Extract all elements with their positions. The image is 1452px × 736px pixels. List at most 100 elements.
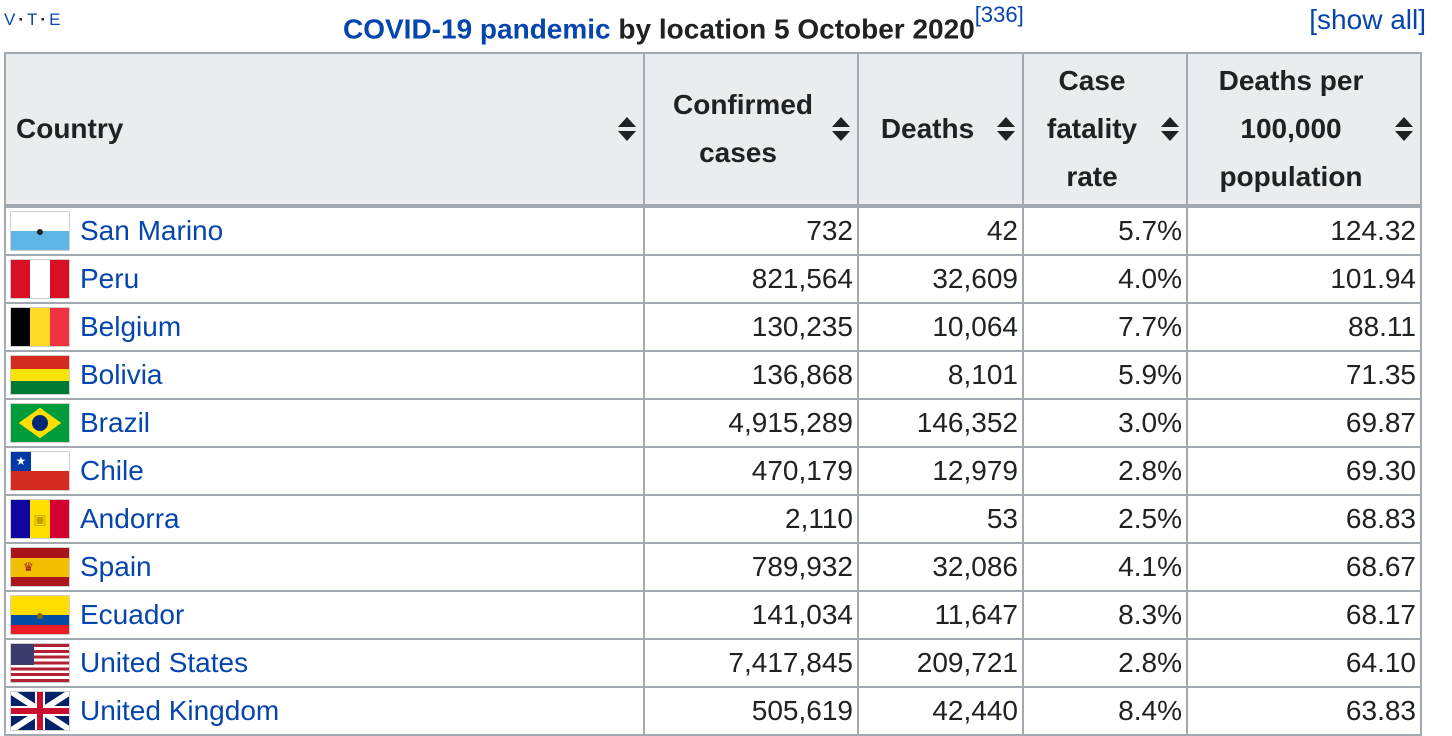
country-cell: Belgium [4,302,645,352]
country-link[interactable]: Bolivia [80,359,163,390]
table-row: United States 7,417,845 209,721 2.8% 64.10 [4,638,1422,688]
country-link[interactable]: Brazil [80,407,151,438]
case-fatality-rate-cell: 5.7% [1022,204,1188,256]
case-fatality-rate-cell: 3.0% [1022,398,1188,448]
deaths-per-100k-cell: 69.30 [1186,446,1422,496]
deaths-cell: 12,979 [857,446,1024,496]
vte-links: V · T · E [4,10,62,29]
deaths-per-100k-cell: 124.32 [1186,204,1422,256]
deaths-cell: 8,101 [857,350,1024,400]
country-cell: Brazil [4,398,645,448]
country-cell: ● San Marino [4,204,645,256]
edit-template-link[interactable]: E [49,10,62,29]
confirmed-cases-cell: 141,034 [643,590,859,640]
case-fatality-rate-cell: 4.0% [1022,254,1188,304]
case-fatality-rate-cell: 2.8% [1022,638,1188,688]
deaths-cell: 42,440 [857,686,1024,736]
brazil-flag-icon[interactable] [10,403,70,443]
country-link[interactable]: United Kingdom [80,695,280,726]
table-row: Peru 821,564 32,609 4.0% 101.94 [4,254,1422,304]
country-cell: ♛ Spain [4,542,645,592]
united-states-flag-icon[interactable] [10,643,70,683]
confirmed-cases-cell: 789,932 [643,542,859,592]
country-link[interactable]: San Marino [80,215,224,246]
deaths-per-100k-cell: 88.11 [1186,302,1422,352]
confirmed-cases-cell: 732 [643,204,859,256]
case-fatality-rate-cell: 7.7% [1022,302,1188,352]
spain-flag-icon[interactable]: ♛ [10,547,70,587]
table-header-row: Country Confirmed cases Deaths Case fata… [4,52,1422,207]
san-marino-flag-icon[interactable]: ● [10,211,70,251]
deaths-cell: 32,609 [857,254,1024,304]
deaths-per-100k-cell: 64.10 [1186,638,1422,688]
deaths-per-100k-cell: 63.83 [1186,686,1422,736]
show-all-toggle[interactable]: [show all] [1309,4,1426,35]
confirmed-cases-cell: 130,235 [643,302,859,352]
country-link[interactable]: Belgium [80,311,182,342]
country-link[interactable]: Spain [80,551,152,582]
table-row: United Kingdom 505,619 42,440 8.4% 63.83 [4,686,1422,736]
table-row: ★ Chile 470,179 12,979 2.8% 69.30 [4,446,1422,496]
country-link[interactable]: Ecuador [80,599,185,630]
navbox-header: V · T · E COVID-19 pandemic by location 5 Oc… [0,0,1452,52]
case-fatality-rate-cell: 8.3% [1022,590,1188,640]
deaths-cell: 146,352 [857,398,1024,448]
country-link[interactable]: United States [80,647,249,678]
case-fatality-rate-cell: 5.9% [1022,350,1188,400]
reference-link[interactable]: [336] [974,2,1024,27]
table-row: ♛ Spain 789,932 32,086 4.1% 68.67 [4,542,1422,592]
bolivia-flag-icon[interactable] [10,355,70,395]
deaths-per-100k-cell: 71.35 [1186,350,1422,400]
confirmed-cases-cell: 2,110 [643,494,859,544]
deaths-cell: 11,647 [857,590,1024,640]
caption-text: by location 5 October 2020 [610,13,975,45]
chile-flag-icon[interactable]: ★ [10,451,70,491]
deaths-cell: 32,086 [857,542,1024,592]
belgium-flag-icon[interactable] [10,307,70,347]
covid-pandemic-link[interactable]: COVID-19 pandemic [343,13,611,45]
country-link[interactable]: Peru [80,263,140,294]
deaths-cell: 10,064 [857,302,1024,352]
deaths-cell: 53 [857,494,1024,544]
country-cell: ★ Chile [4,446,645,496]
column-header-deaths[interactable]: Deaths [857,52,1024,207]
united-kingdom-flag-icon[interactable] [10,691,70,731]
table-row: ● San Marino 732 42 5.7% 124.32 [4,204,1422,256]
covid-table: Country Confirmed cases Deaths Case fata… [4,52,1422,736]
talk-template-link[interactable]: T [27,10,39,29]
column-header-confirmed-cases[interactable]: Confirmed cases [643,52,859,207]
deaths-per-100k-cell: 69.87 [1186,398,1422,448]
country-link[interactable]: Chile [80,455,144,486]
deaths-cell: 209,721 [857,638,1024,688]
confirmed-cases-cell: 7,417,845 [643,638,859,688]
deaths-per-100k-cell: 68.17 [1186,590,1422,640]
case-fatality-rate-cell: 2.5% [1022,494,1188,544]
confirmed-cases-cell: 505,619 [643,686,859,736]
table-row: Belgium 130,235 10,064 7.7% 88.11 [4,302,1422,352]
country-cell: Bolivia [4,350,645,400]
column-header-case-fatality-rate[interactable]: Case fatality rate [1022,52,1188,207]
deaths-per-100k-cell: 68.83 [1186,494,1422,544]
ecuador-flag-icon[interactable]: ● [10,595,70,635]
column-header-deaths-per-100k[interactable]: Deaths per 100,000 population [1186,52,1422,207]
andorra-flag-icon[interactable]: ▣ [10,499,70,539]
confirmed-cases-cell: 4,915,289 [643,398,859,448]
country-cell: Peru [4,254,645,304]
country-link[interactable]: Andorra [80,503,180,534]
deaths-per-100k-cell: 101.94 [1186,254,1422,304]
table-caption: COVID-19 pandemic by location 5 October … [343,2,1024,45]
case-fatality-rate-cell: 4.1% [1022,542,1188,592]
case-fatality-rate-cell: 8.4% [1022,686,1188,736]
view-template-link[interactable]: V [4,10,17,29]
confirmed-cases-cell: 470,179 [643,446,859,496]
table-row: Bolivia 136,868 8,101 5.9% 71.35 [4,350,1422,400]
column-header-country[interactable]: Country [4,52,645,207]
case-fatality-rate-cell: 2.8% [1022,446,1188,496]
deaths-per-100k-cell: 68.67 [1186,542,1422,592]
table-row: ▣ Andorra 2,110 53 2.5% 68.83 [4,494,1422,544]
table-row: Brazil 4,915,289 146,352 3.0% 69.87 [4,398,1422,448]
peru-flag-icon[interactable] [10,259,70,299]
country-cell: United Kingdom [4,686,645,736]
country-cell: ● Ecuador [4,590,645,640]
confirmed-cases-cell: 821,564 [643,254,859,304]
